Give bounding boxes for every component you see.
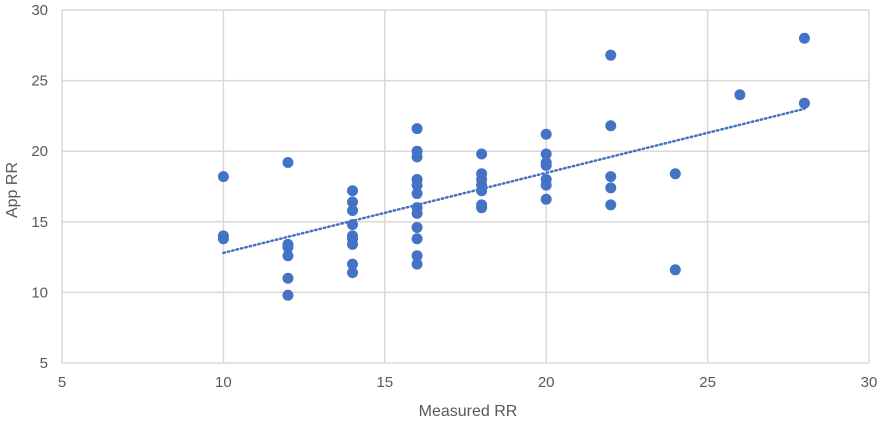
data-point xyxy=(605,182,617,194)
data-point xyxy=(347,267,359,279)
data-point xyxy=(476,202,488,214)
data-point xyxy=(282,272,294,284)
data-point xyxy=(411,179,423,191)
data-point xyxy=(347,238,359,250)
tick-labels: 5 10 15 20 25 30 5 10 15 20 25 30 xyxy=(31,2,877,391)
data-point xyxy=(217,171,229,183)
data-point xyxy=(669,264,681,276)
data-point xyxy=(411,233,423,245)
trendline xyxy=(222,107,806,255)
data-point xyxy=(217,233,229,245)
y-tick-label: 10 xyxy=(31,284,48,301)
y-tick-label: 30 xyxy=(31,2,48,19)
data-point xyxy=(476,185,488,197)
data-point xyxy=(411,207,423,219)
data-points xyxy=(217,32,810,301)
data-point xyxy=(347,219,359,231)
data-point xyxy=(411,250,423,262)
x-tick-label: 15 xyxy=(376,374,393,391)
y-axis-title: App RR xyxy=(4,162,21,218)
data-point xyxy=(798,97,810,109)
y-tick-label: 25 xyxy=(31,73,48,90)
y-tick-label: 20 xyxy=(31,143,48,160)
data-point xyxy=(540,159,552,171)
data-point xyxy=(411,258,423,270)
data-point xyxy=(282,289,294,301)
data-point xyxy=(540,148,552,160)
data-point xyxy=(282,241,294,253)
data-point xyxy=(347,258,359,270)
data-point xyxy=(540,128,552,140)
data-point xyxy=(669,168,681,180)
x-tick-label: 10 xyxy=(215,374,232,391)
data-point xyxy=(347,205,359,217)
data-point xyxy=(411,188,423,200)
data-point xyxy=(798,32,810,44)
data-point xyxy=(605,199,617,211)
data-point xyxy=(282,156,294,168)
data-point xyxy=(605,171,617,183)
grid xyxy=(61,9,870,364)
data-point xyxy=(411,151,423,163)
data-point xyxy=(347,196,359,208)
data-point xyxy=(540,179,552,191)
data-point xyxy=(540,193,552,205)
data-point xyxy=(605,120,617,132)
data-point xyxy=(411,221,423,233)
y-tick-label: 5 xyxy=(40,355,48,372)
data-point xyxy=(476,148,488,160)
y-tick-label: 15 xyxy=(31,214,48,231)
x-tick-label: 30 xyxy=(861,374,878,391)
data-point xyxy=(347,185,359,197)
data-point xyxy=(411,123,423,135)
x-tick-label: 25 xyxy=(699,374,716,391)
data-point xyxy=(282,250,294,262)
x-axis-title: Measured RR xyxy=(419,403,518,420)
trendline-layer xyxy=(222,107,806,255)
x-tick-label: 5 xyxy=(58,374,66,391)
x-tick-label: 20 xyxy=(538,374,555,391)
data-point xyxy=(605,49,617,61)
data-point xyxy=(734,89,746,101)
